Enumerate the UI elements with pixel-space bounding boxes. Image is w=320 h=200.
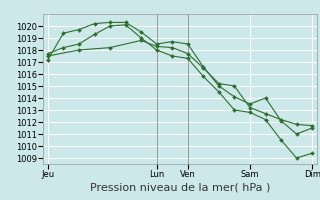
X-axis label: Pression niveau de la mer( hPa ): Pression niveau de la mer( hPa ) <box>90 182 270 192</box>
